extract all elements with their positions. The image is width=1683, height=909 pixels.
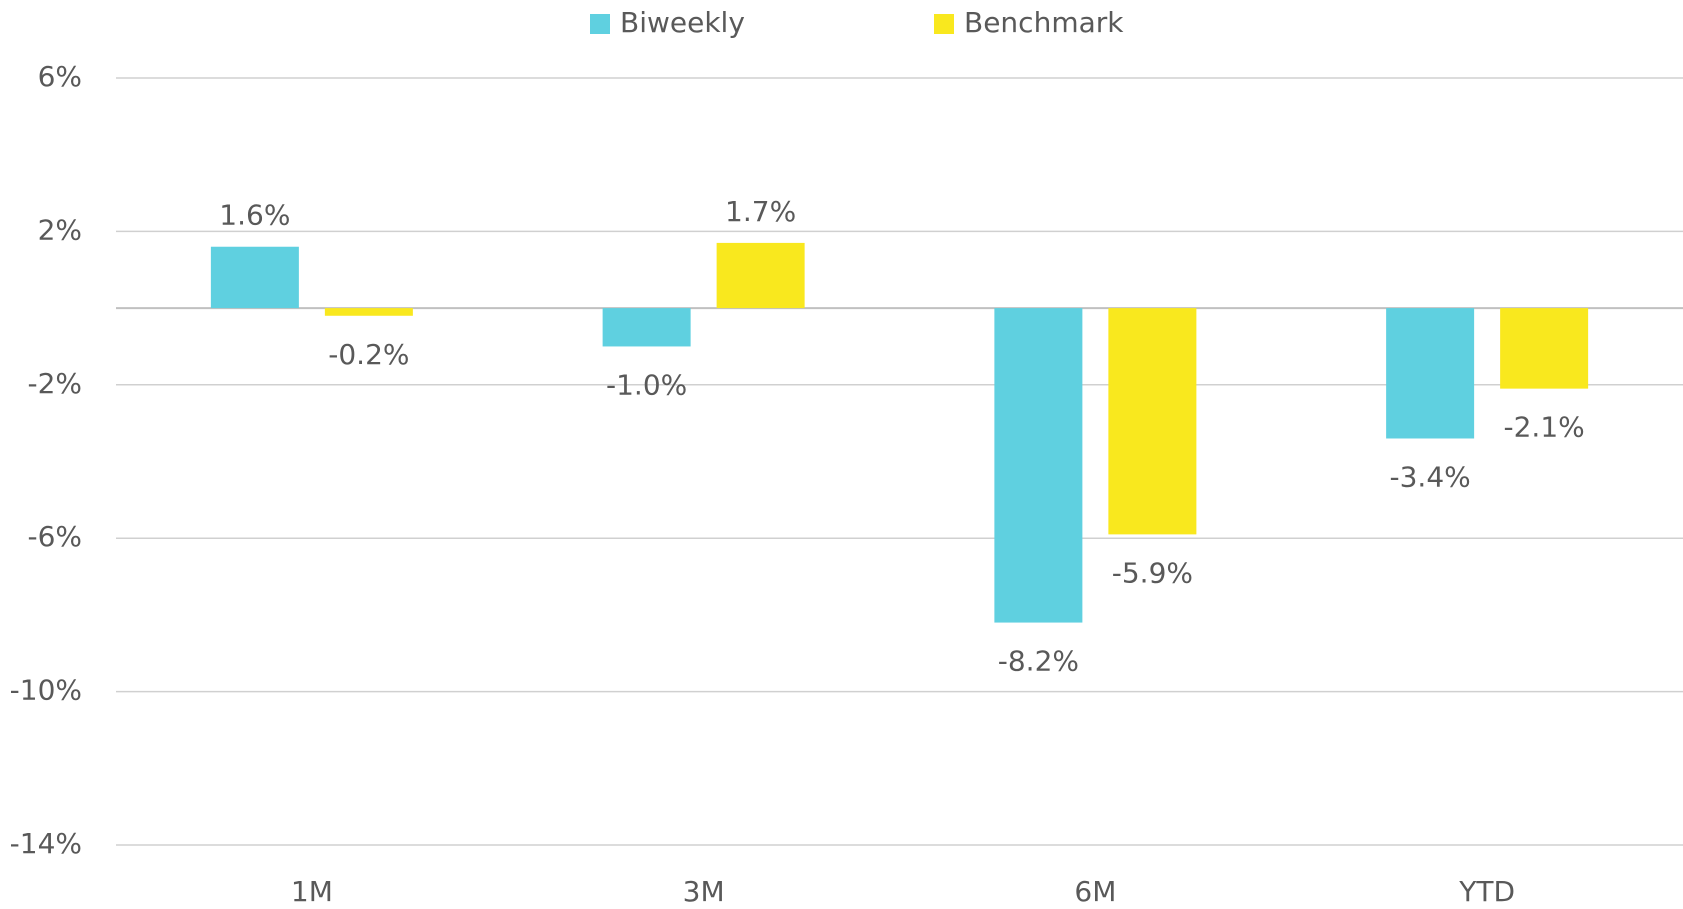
bar xyxy=(1108,308,1197,535)
data-label: 1.6% xyxy=(219,199,290,232)
y-tick-label: -6% xyxy=(27,520,82,553)
y-tick-label: -10% xyxy=(10,674,82,707)
legend-swatch xyxy=(590,14,610,34)
bar xyxy=(1386,308,1475,439)
bar xyxy=(324,308,413,316)
bar xyxy=(210,246,299,309)
legend-label: Benchmark xyxy=(964,6,1124,39)
legend-swatch xyxy=(934,14,954,34)
data-label: -5.9% xyxy=(1112,556,1193,589)
y-tick-label: 6% xyxy=(38,60,82,93)
bar xyxy=(994,308,1083,623)
data-label: 1.7% xyxy=(725,195,796,228)
bar xyxy=(1500,308,1589,389)
data-label: -0.2% xyxy=(328,338,409,371)
data-label: -3.4% xyxy=(1390,460,1471,493)
y-tick-label: 2% xyxy=(38,213,82,246)
x-tick-label: 3M xyxy=(683,875,725,908)
data-label: -2.1% xyxy=(1504,411,1585,444)
bar xyxy=(602,308,691,347)
x-tick-label: 6M xyxy=(1074,875,1116,908)
y-tick-label: -2% xyxy=(27,367,82,400)
x-tick-label: 1M xyxy=(291,875,333,908)
bar xyxy=(716,242,805,309)
y-tick-label: -14% xyxy=(10,827,82,860)
data-label: -1.0% xyxy=(606,368,687,401)
legend-label: Biweekly xyxy=(620,6,745,39)
data-label: -8.2% xyxy=(998,645,1079,678)
x-tick-label: YTD xyxy=(1458,875,1515,908)
